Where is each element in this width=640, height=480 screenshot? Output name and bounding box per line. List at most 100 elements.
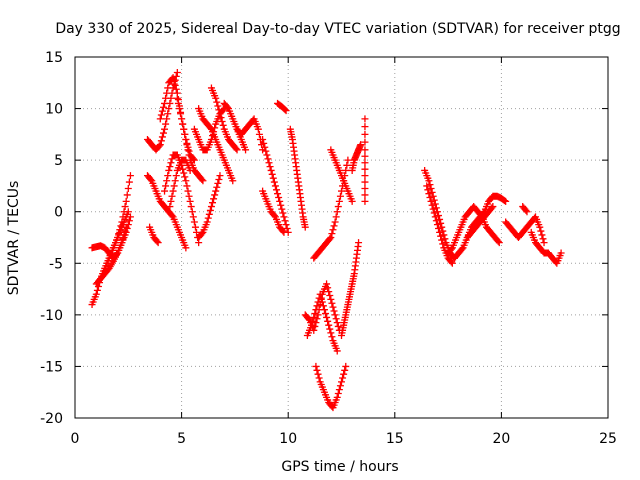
data-point	[155, 142, 163, 150]
data-point	[242, 146, 250, 154]
data-point	[259, 136, 267, 144]
series-arc-38	[519, 203, 531, 216]
data-point	[265, 159, 273, 167]
data-point	[161, 125, 169, 133]
data-point	[494, 237, 502, 245]
data-point	[448, 259, 456, 267]
data-point	[327, 295, 335, 303]
data-point	[163, 177, 171, 185]
grid-lines	[75, 57, 608, 418]
data-point	[333, 393, 341, 401]
data-point	[170, 182, 178, 190]
data-point	[175, 105, 183, 113]
data-point	[180, 125, 188, 133]
data-point	[348, 197, 356, 205]
data-point	[361, 130, 369, 138]
data-point	[433, 221, 441, 229]
data-point	[191, 223, 199, 231]
data-point	[343, 161, 351, 169]
data-point	[430, 209, 438, 217]
data-point	[158, 107, 166, 115]
x-tick-label: 10	[279, 431, 297, 447]
data-point	[433, 208, 441, 216]
data-point	[319, 302, 327, 310]
series-arc-24	[310, 156, 352, 262]
data-point	[270, 212, 278, 220]
data-point	[179, 165, 187, 173]
data-point	[428, 188, 436, 196]
data-point	[165, 208, 173, 216]
data-point	[263, 151, 271, 159]
data-point	[199, 177, 207, 185]
data-point	[342, 362, 350, 370]
data-point	[179, 120, 187, 128]
data-point	[335, 386, 343, 394]
y-tick-label: 10	[45, 102, 63, 118]
data-point	[488, 204, 496, 212]
data-point	[429, 192, 437, 200]
data-point	[325, 321, 333, 329]
data-point	[168, 192, 176, 200]
data-point	[326, 235, 334, 243]
data-point	[522, 206, 530, 214]
data-point	[207, 203, 215, 211]
data-point	[279, 227, 287, 235]
data-point	[268, 170, 276, 178]
data-point	[277, 201, 285, 209]
series-arc-08	[156, 74, 198, 164]
data-point	[173, 94, 181, 102]
data-point	[357, 141, 365, 149]
data-point	[438, 236, 446, 244]
data-point	[162, 94, 170, 102]
series-arc-22	[301, 280, 343, 334]
series-arc-26	[327, 146, 356, 205]
data-point	[92, 290, 100, 298]
data-point	[313, 302, 321, 310]
data-point	[166, 203, 174, 211]
data-point	[182, 177, 190, 185]
x-axis-ticks: 0 5 10 15 20 25	[71, 57, 617, 447]
data-point	[125, 178, 133, 186]
data-point	[188, 208, 196, 216]
data-point	[172, 72, 180, 80]
data-point	[219, 121, 227, 129]
data-point	[338, 187, 345, 195]
data-point	[327, 234, 335, 241]
x-tick-label: 25	[599, 431, 617, 447]
data-point	[209, 199, 217, 207]
y-tick-label: 15	[45, 50, 63, 66]
data-point	[328, 230, 336, 238]
data-point	[330, 307, 338, 315]
data-point	[218, 117, 226, 125]
data-point	[557, 249, 565, 257]
data-point	[213, 98, 221, 106]
data-point	[172, 172, 180, 180]
series-arc-37	[544, 249, 565, 267]
data-point	[198, 230, 206, 238]
data-point	[333, 208, 341, 216]
data-point	[164, 172, 172, 180]
data-point	[214, 179, 222, 187]
y-tick-label: -5	[49, 256, 63, 272]
series-arc-28	[348, 141, 365, 174]
data-point	[166, 163, 174, 171]
data-point	[328, 299, 336, 307]
data-point	[315, 374, 323, 382]
data-point	[437, 219, 445, 227]
y-tick-label: -10	[40, 308, 63, 324]
data-point	[361, 159, 369, 167]
data-point	[278, 205, 286, 213]
series-arc-27	[338, 239, 363, 339]
series-arc-29	[361, 115, 369, 205]
data-point	[329, 303, 337, 311]
data-point	[184, 187, 192, 195]
data-point	[264, 155, 272, 163]
data-point	[185, 151, 193, 159]
data-point	[189, 213, 197, 221]
data-point	[431, 200, 439, 208]
data-point	[424, 186, 432, 194]
data-point	[173, 68, 181, 76]
data-point	[328, 333, 336, 341]
data-point	[441, 235, 449, 243]
data-point	[361, 165, 369, 173]
